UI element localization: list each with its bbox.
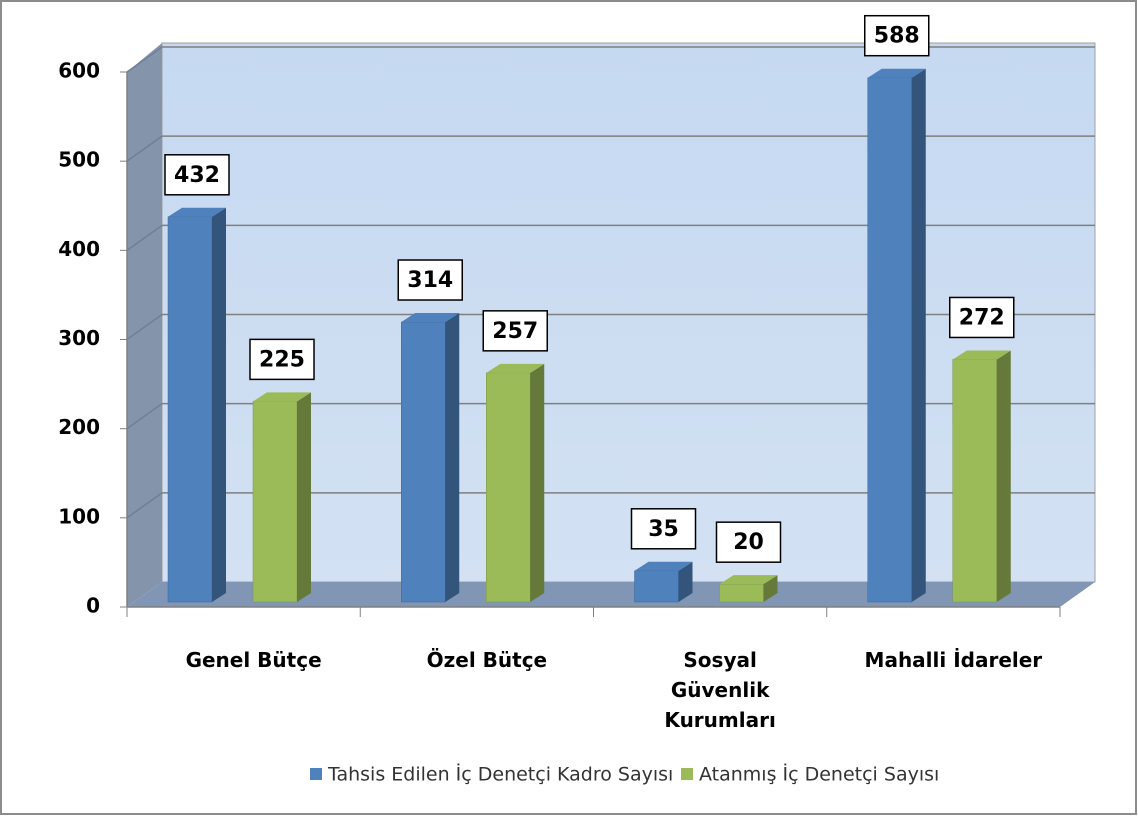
bar	[486, 372, 531, 603]
bar-top	[168, 207, 226, 217]
y-tick-label: 300	[58, 326, 100, 350]
bar-side	[996, 350, 1011, 602]
y-tick-label: 100	[58, 504, 100, 528]
grid-line-side	[126, 224, 163, 251]
bar	[634, 570, 679, 603]
grid-line-side	[126, 46, 163, 73]
grid-line-side	[126, 313, 163, 341]
bar-side	[445, 313, 460, 602]
bar-top	[719, 575, 778, 585]
data-label: 588	[874, 24, 920, 49]
legend-swatch	[310, 768, 322, 780]
y-tick-label: 200	[58, 415, 100, 439]
legend-label: Tahsis Edilen İç Denetçi Kadro Sayısı	[327, 763, 673, 786]
x-tick-label: Sosyal Güvenlik Kurumları	[664, 648, 776, 732]
bar-top	[634, 561, 693, 571]
bar-top	[486, 363, 545, 373]
data-label: 35	[648, 517, 679, 542]
data-label: 225	[259, 347, 305, 372]
bar-top	[253, 392, 311, 402]
bar-side	[530, 363, 545, 602]
bar	[401, 321, 446, 603]
grid-line-side	[126, 135, 163, 162]
data-label-box	[630, 508, 697, 550]
y-tick-label: 400	[58, 237, 100, 261]
bar	[719, 583, 764, 603]
grid-line-side	[126, 492, 163, 519]
side-wall	[127, 43, 162, 607]
data-label-box	[164, 154, 230, 196]
data-label-box	[397, 259, 463, 301]
bar-top	[952, 350, 1011, 360]
bar	[252, 401, 298, 603]
bar	[867, 77, 912, 603]
bar	[167, 216, 213, 603]
grid-line-side	[126, 403, 163, 430]
data-label-box	[715, 521, 782, 563]
x-tick-label: Mahalli İdareler	[864, 648, 1043, 672]
x-tick-label: Özel Bütçe	[426, 648, 548, 672]
bar	[952, 359, 997, 603]
bar-side	[911, 68, 926, 602]
legend-swatch	[681, 768, 693, 780]
bar-side	[678, 561, 693, 602]
y-tick-label: 500	[58, 148, 100, 172]
y-tick-label: 600	[58, 59, 100, 83]
x-tick-label: Genel Bütçe	[185, 648, 322, 672]
bar-side	[763, 575, 778, 602]
data-label-box	[949, 296, 1015, 339]
y-tick-label: 0	[86, 594, 100, 618]
bar-side	[297, 392, 311, 602]
data-label: 314	[407, 268, 453, 293]
data-label-box	[864, 14, 930, 57]
data-label: 272	[959, 305, 1005, 330]
bar-top	[401, 313, 460, 323]
bar-side	[212, 207, 226, 603]
data-label: 257	[492, 319, 538, 344]
data-label: 432	[174, 163, 220, 188]
data-label: 20	[733, 530, 764, 555]
data-label-box	[482, 310, 548, 352]
bar-top	[867, 68, 926, 78]
legend-label: Atanmış İç Denetçi Sayısı	[699, 763, 939, 786]
data-label-box	[249, 338, 315, 381]
floor	[127, 582, 1095, 607]
